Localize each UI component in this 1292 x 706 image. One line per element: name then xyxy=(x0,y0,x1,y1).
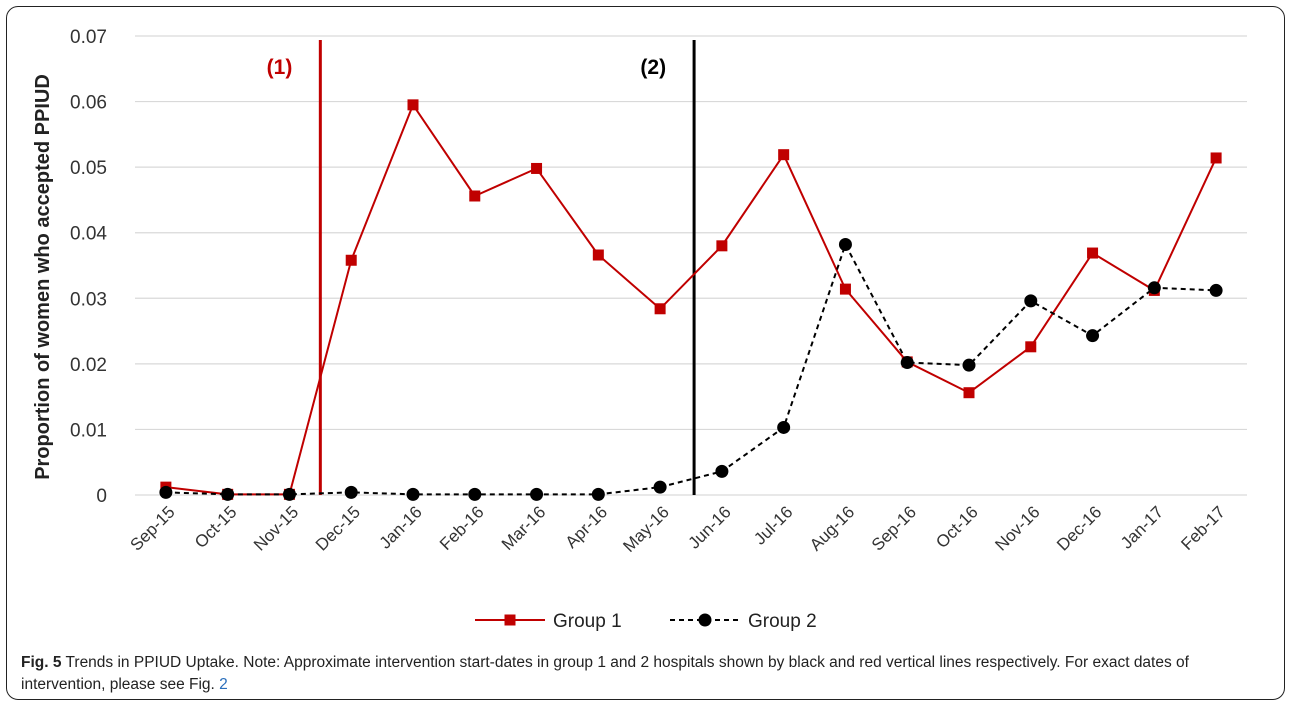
data-point xyxy=(468,487,482,501)
x-tick-label: Oct-16 xyxy=(932,502,982,552)
grid-lines xyxy=(135,35,1247,496)
data-point xyxy=(715,464,729,478)
data-point xyxy=(654,303,666,315)
y-tick-label: 0.02 xyxy=(70,355,107,376)
intervention-label: (1) xyxy=(267,56,293,79)
x-tick-label: Aug-16 xyxy=(806,502,858,554)
data-point xyxy=(1024,294,1038,308)
figure-caption: Fig. 5 Trends in PPIUD Uptake. Note: App… xyxy=(21,652,1271,696)
x-tick-label: May-16 xyxy=(619,502,673,556)
line-chart: 00.010.020.030.040.050.060.07 Sep-15 Oct-… xyxy=(32,27,1247,632)
legend-label: Group 2 xyxy=(748,611,817,632)
legend-marker xyxy=(504,614,516,626)
data-point xyxy=(407,99,419,111)
data-point xyxy=(963,387,975,399)
data-point xyxy=(716,240,728,252)
x-tick-label: Feb-16 xyxy=(436,502,488,554)
x-tick-labels: Sep-15 Oct-15 Nov-15 Dec-15 Jan-16 Feb-16 Mar-… xyxy=(127,502,1229,556)
y-tick-labels: 0 0.01 0.02 0.03 0.04 0.05 0.06 0.07 xyxy=(70,27,107,507)
data-point xyxy=(777,420,791,434)
data-point xyxy=(592,249,604,261)
data-point xyxy=(406,487,420,501)
data-point xyxy=(530,487,544,501)
x-tick-label: Jan-17 xyxy=(1117,502,1167,552)
data-point xyxy=(591,487,605,501)
legend: Group 1 Group 2 xyxy=(475,611,817,632)
x-tick-label: Jun-16 xyxy=(685,502,735,552)
data-point xyxy=(1086,329,1100,343)
caption-label: Fig. 5 xyxy=(21,654,62,671)
x-tick-label: Sep-16 xyxy=(868,502,920,554)
intervention-label: (2) xyxy=(640,56,666,79)
x-tick-label: Nov-15 xyxy=(250,502,302,554)
data-point xyxy=(282,487,296,501)
y-tick-label: 0.03 xyxy=(70,289,107,310)
x-tick-label: Mar-16 xyxy=(498,502,550,554)
x-tick-label: Oct-15 xyxy=(191,502,241,552)
data-point xyxy=(531,162,543,174)
series-line xyxy=(165,102,1218,496)
data-point xyxy=(1210,152,1222,164)
data-point xyxy=(159,485,173,499)
data-point xyxy=(839,283,851,295)
legend-label: Group 1 xyxy=(553,611,622,632)
data-point xyxy=(221,487,235,501)
data-point xyxy=(1025,341,1037,353)
y-tick-label: 0.06 xyxy=(70,93,107,114)
data-point xyxy=(1087,247,1099,259)
y-axis-label: Proportion of women who accepted PPIUD xyxy=(32,74,54,480)
x-tick-label: Apr-16 xyxy=(562,502,612,552)
x-tick-label: Sep-15 xyxy=(127,502,179,554)
y-tick-label: 0.05 xyxy=(70,158,107,179)
data-point xyxy=(778,149,790,161)
x-tick-label: Nov-16 xyxy=(991,502,1043,554)
y-tick-label: 0.04 xyxy=(70,224,107,245)
intervention-lines: (1) (2) xyxy=(267,40,696,495)
series-line xyxy=(165,241,1217,496)
data-point xyxy=(344,485,358,499)
series-group xyxy=(159,99,1223,501)
data-point xyxy=(469,190,481,202)
y-tick-label: 0 xyxy=(96,486,107,507)
legend-marker xyxy=(698,613,712,627)
x-tick-label: Jan-16 xyxy=(376,502,426,552)
data-point xyxy=(962,358,976,372)
y-tick-label: 0.07 xyxy=(70,27,107,48)
data-point xyxy=(653,480,667,494)
x-tick-label: Jul-16 xyxy=(750,502,796,548)
x-tick-label: Feb-17 xyxy=(1177,502,1229,554)
figure-frame: 0 0.01 0.02 0.03 0.04 0.05 0.06 0.07 Sep-15 Oct-… xyxy=(6,6,1285,700)
data-point xyxy=(1209,283,1223,297)
data-point xyxy=(900,356,914,370)
caption-figure-link[interactable]: 2 xyxy=(219,676,228,693)
x-tick-label: Dec-16 xyxy=(1053,502,1105,554)
y-tick-label: 0.01 xyxy=(70,420,107,441)
caption-text: Trends in PPIUD Uptake. Note: Approximat… xyxy=(21,654,1189,693)
data-point xyxy=(1147,281,1161,295)
x-tick-label: Dec-15 xyxy=(312,502,364,554)
data-point xyxy=(838,238,852,252)
data-point xyxy=(345,254,357,266)
